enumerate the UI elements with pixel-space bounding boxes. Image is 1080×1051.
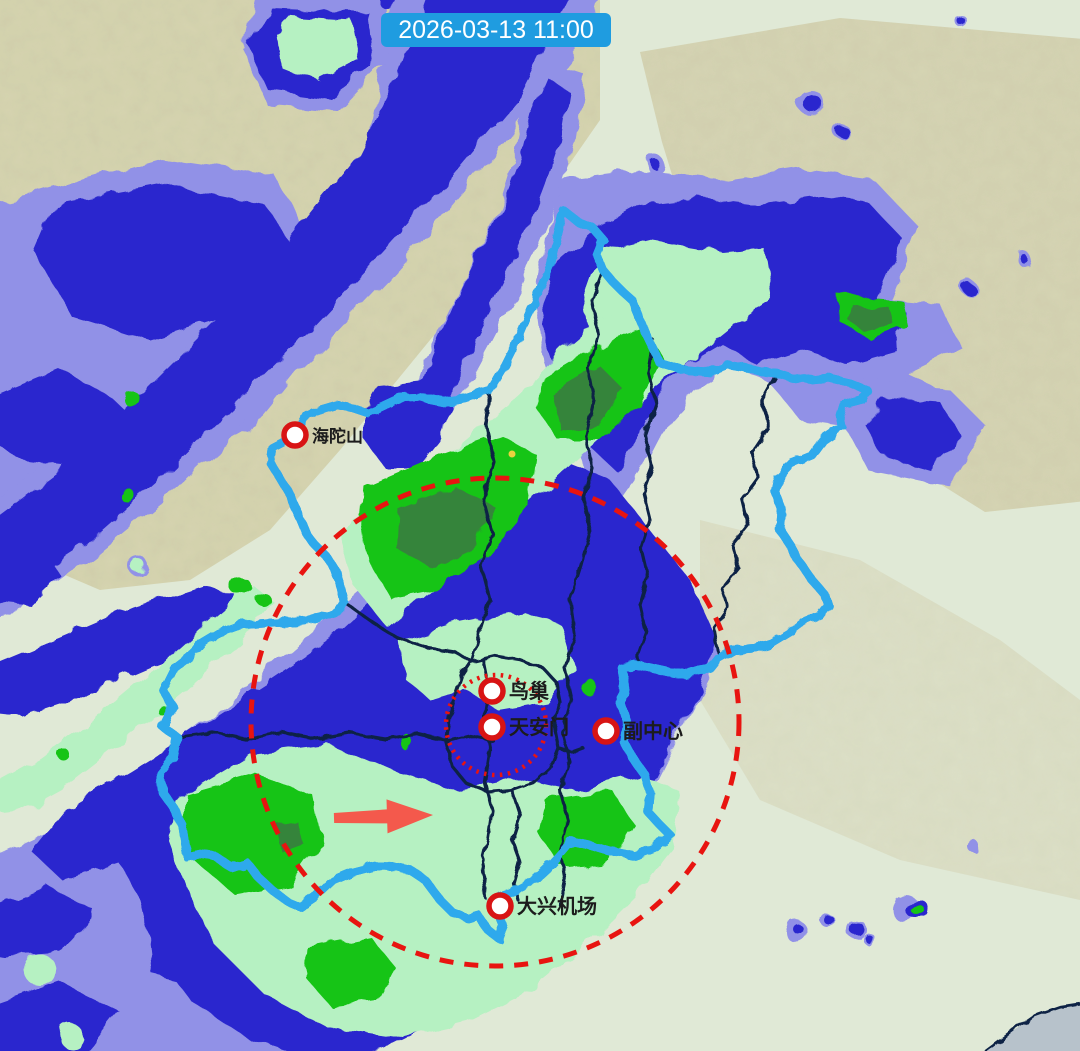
niaochao-dot-icon bbox=[478, 677, 506, 705]
marker-haituoshan: 海陀山 bbox=[281, 421, 363, 449]
tiananmen-label: 天安门 bbox=[509, 715, 569, 739]
rain-extreme-dot bbox=[508, 450, 516, 458]
marker-daxing-airport: 大兴机场 bbox=[486, 892, 597, 920]
marker-fuzhongxin: 副中心 bbox=[592, 717, 683, 745]
timestamp-badge: 2026-03-13 11:00 bbox=[381, 13, 611, 47]
fuzhongxin-dot-icon bbox=[592, 717, 620, 745]
haituoshan-dot-icon bbox=[281, 421, 309, 449]
daxing-airport-label: 大兴机场 bbox=[517, 894, 597, 918]
fuzhongxin-label: 副中心 bbox=[623, 719, 683, 743]
city-boundary bbox=[155, 205, 872, 943]
marker-niaochao: 鸟巢 bbox=[478, 677, 549, 705]
arrow-shape bbox=[333, 799, 433, 834]
outside-region bbox=[985, 1004, 1080, 1051]
inner-dotted-ring bbox=[443, 672, 549, 778]
tiananmen-dot-icon bbox=[478, 713, 506, 741]
haituoshan-label: 海陀山 bbox=[312, 426, 363, 446]
direction-arrow bbox=[333, 799, 433, 834]
district-boundaries bbox=[175, 268, 1080, 1051]
daxing-airport-dot-icon bbox=[486, 892, 514, 920]
niaochao-label: 鸟巢 bbox=[509, 679, 549, 703]
outer-dashed-ring bbox=[248, 475, 742, 969]
marker-tiananmen: 天安门 bbox=[478, 713, 569, 741]
range-rings bbox=[248, 475, 742, 969]
rain-heavy-layer bbox=[276, 304, 894, 852]
